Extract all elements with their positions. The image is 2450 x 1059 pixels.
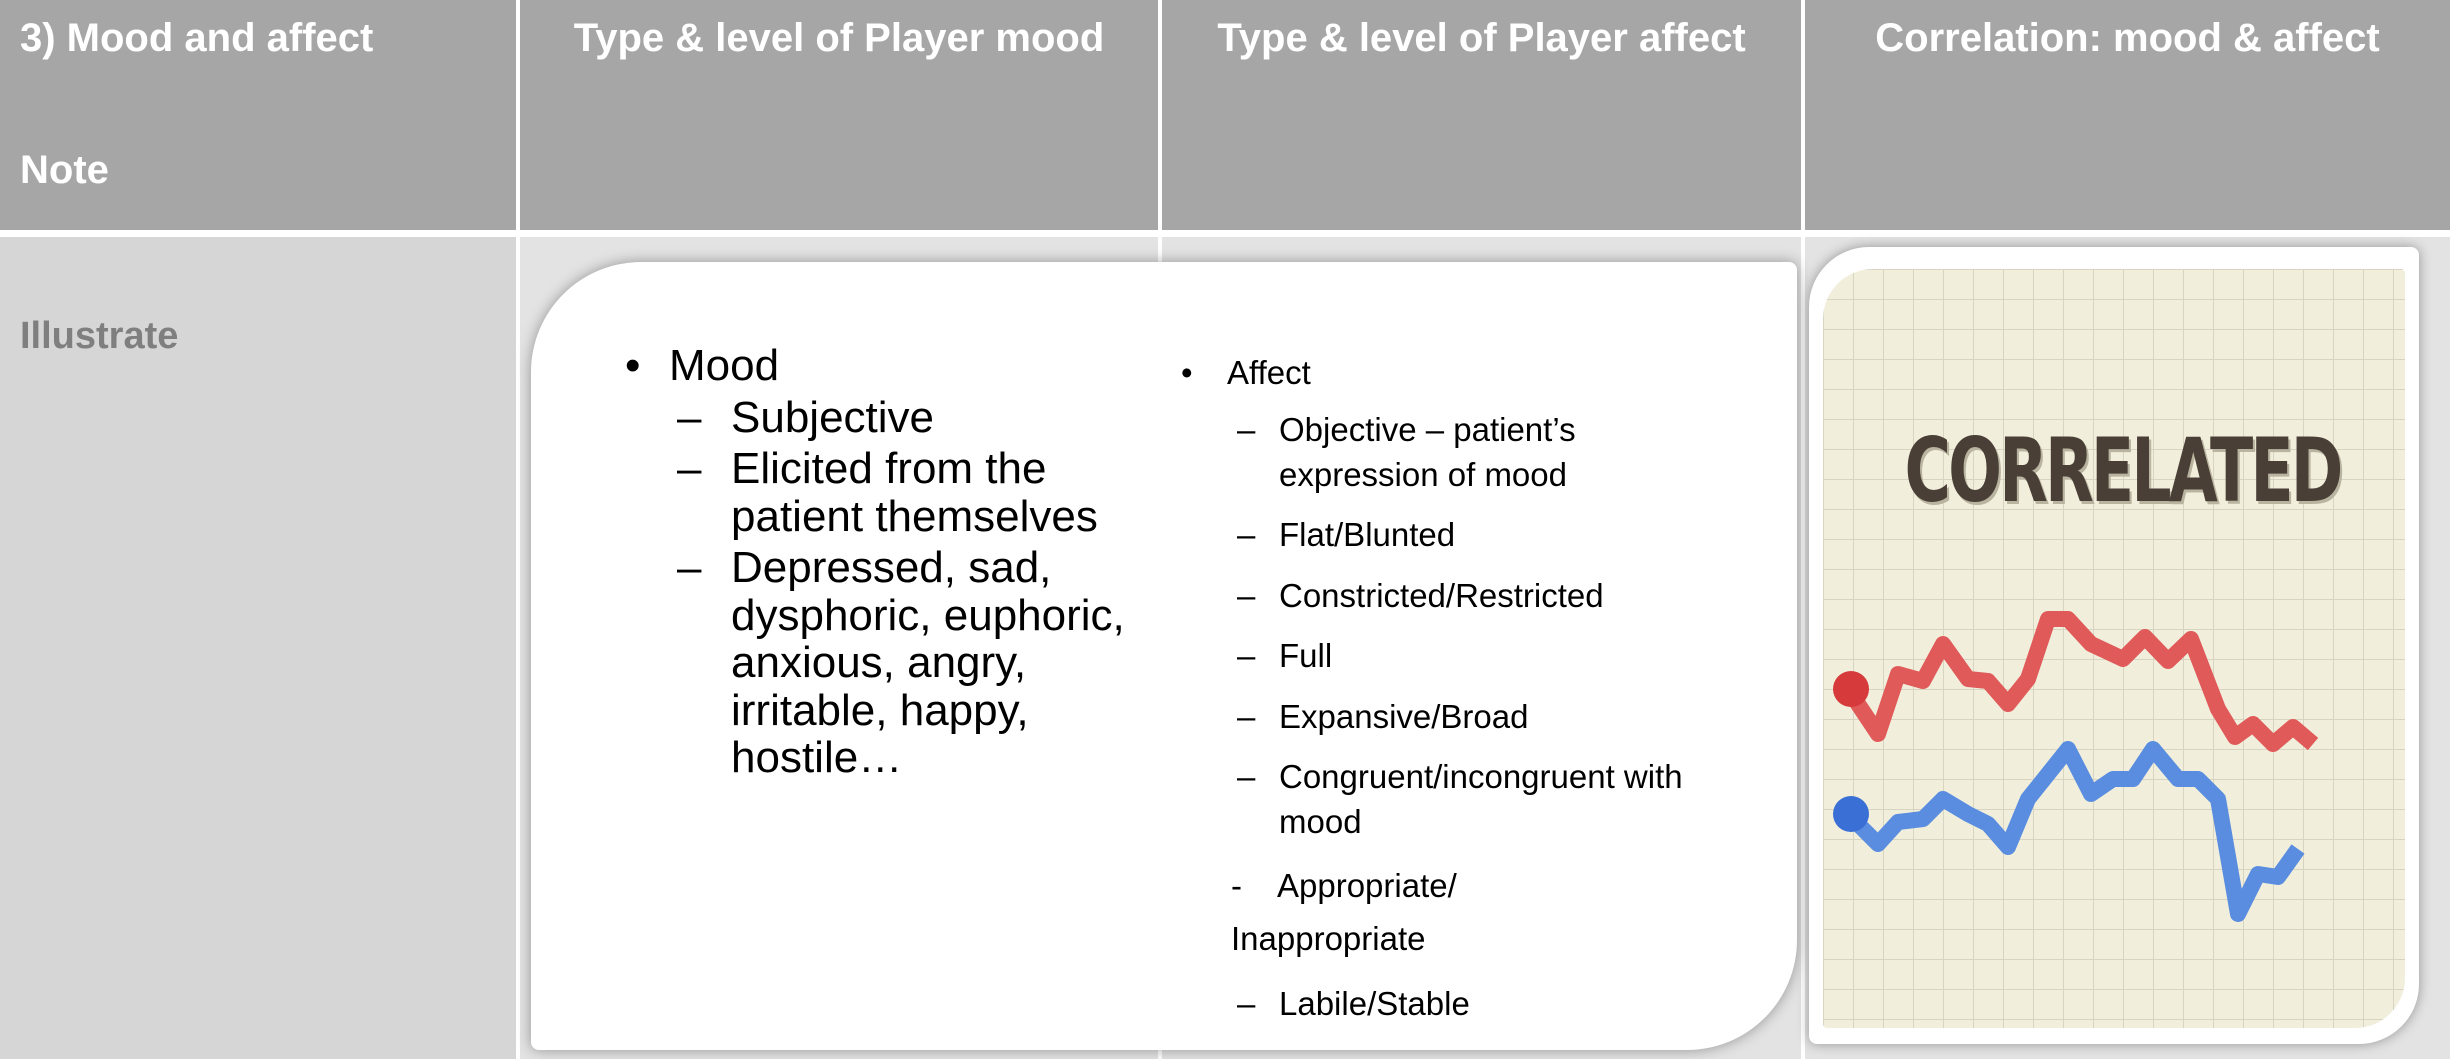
sub-marker: – — [677, 392, 702, 442]
sub-text: Full — [1279, 637, 1333, 675]
header-cell: Type & level of Player affect — [1162, 0, 1801, 230]
sub-text: Subjective — [731, 392, 935, 442]
sub-marker: – — [1237, 516, 1256, 554]
sub-text: Elicited from the patient themselves — [731, 444, 1098, 541]
sub-marker: – — [1237, 576, 1256, 614]
image-title: CORRELATED — [1904, 419, 2343, 522]
sub-bullet: – Congruent/incongruent with mood — [1237, 755, 1721, 844]
bullet-marker: • — [1181, 354, 1193, 391]
bullet: • Mood — [625, 342, 1185, 390]
lines-illustration — [1833, 611, 2319, 922]
sub-text: Appropriate/ Inappropriate — [1231, 867, 1457, 958]
header-text: Correlation: mood & affect — [1875, 16, 2380, 60]
blue-dot — [1833, 796, 1869, 832]
header-text: Type & level of Player affect — [1217, 16, 1746, 60]
sub-bullet: – Depressed, sad, dysphoric, euphoric, an… — [677, 544, 1185, 782]
sub-bullet: – Objective – patient’s expression of moo… — [1237, 408, 1721, 497]
sub-marker: – — [1237, 984, 1256, 1022]
sub-bullet: – Elicited from the patient themselves — [677, 445, 1185, 540]
header-cell: 3) Mood and affect Note — [0, 0, 516, 230]
sub-text: Objective – patient’s expression of mood — [1279, 411, 1576, 493]
row-label: Illustrate — [20, 315, 179, 357]
note-text: Note — [20, 148, 109, 192]
blue-line — [1842, 741, 2305, 922]
sub-text: Labile/Stable — [1279, 984, 1470, 1022]
sub-bullet: - Appropriate/ Inappropriate — [1231, 860, 1481, 966]
grid-paper: CORRELATED — [1823, 269, 2405, 1028]
red-line — [1841, 611, 2319, 752]
red-dot — [1833, 671, 1869, 707]
sub-marker: – — [677, 543, 702, 593]
header-cell: Type & level of Player mood — [520, 0, 1158, 230]
sub-text: Constricted/Restricted — [1279, 576, 1604, 614]
sub-marker: – — [1237, 637, 1256, 675]
bullet: • Affect — [1181, 354, 1721, 392]
header-text: Type & level of Player mood — [573, 16, 1105, 60]
affect-list: • Affect – Objective – patient’s expression… — [1181, 354, 1721, 1027]
sub-marker: - — [1231, 867, 1242, 905]
bullet-text: Mood — [669, 341, 780, 390]
sub-bullet: – Subjective — [677, 392, 1185, 442]
header-cell: Correlation: mood & affect — [1805, 0, 2450, 230]
sub-marker: – — [677, 444, 702, 494]
row-label-cell: Illustrate — [0, 237, 516, 1059]
sub-text: Congruent/incongruent with mood — [1279, 758, 1683, 840]
sub-marker: – — [1237, 411, 1256, 448]
sub-bullet: – Labile/Stable — [1237, 982, 1721, 1027]
sub-text: Depressed, sad, dysphoric, euphoric, anx… — [731, 543, 1125, 783]
header-text: 3) Mood and affect — [20, 16, 374, 60]
sub-bullet: – Flat/Blunted — [1237, 513, 1721, 558]
correlated-image: CORRELATED — [1809, 247, 2419, 1044]
mood-list: • Mood – Subjective – Elicited from the patie… — [625, 342, 1185, 782]
sub-text: Expansive/Broad — [1279, 697, 1529, 735]
sub-bullet: – Constricted/Restricted — [1237, 574, 1721, 619]
slide: • Mood – Subjective – Elicited from the patie… — [531, 262, 1797, 1050]
sub-text: Flat/Blunted — [1279, 516, 1456, 554]
sub-bullet: – Full — [1237, 634, 1721, 679]
sub-bullet: – Expansive/Broad — [1237, 695, 1721, 740]
bullet-text: Affect — [1227, 354, 1311, 391]
sub-marker: – — [1237, 697, 1256, 735]
sub-marker: – — [1237, 758, 1256, 796]
bullet-marker: • — [625, 341, 641, 390]
